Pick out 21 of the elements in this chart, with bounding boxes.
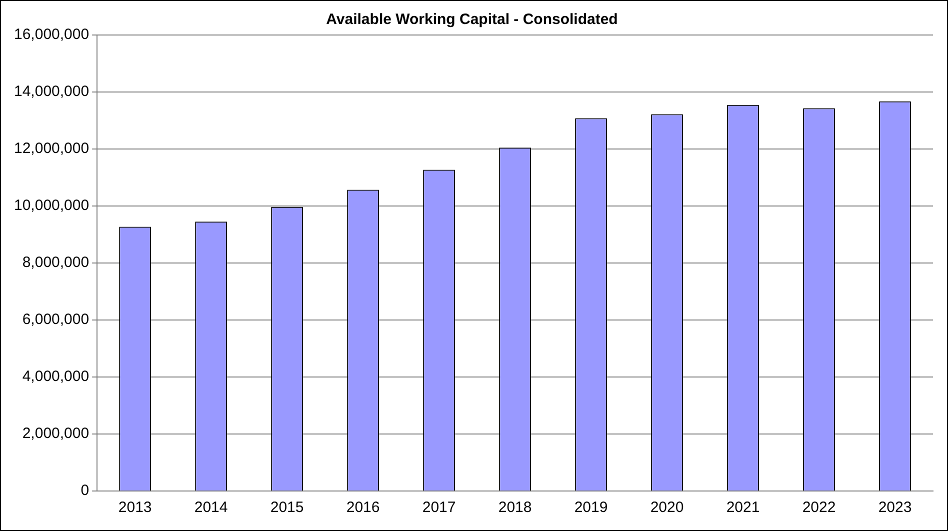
x-tick-label: 2015 (270, 499, 304, 516)
x-tick-label: 2021 (726, 499, 760, 516)
y-tick-label: 4,000,000 (22, 368, 90, 386)
y-tick-label: 14,000,000 (14, 83, 90, 100)
x-tick-label: 2023 (878, 499, 912, 516)
x-tick-label: 2018 (498, 499, 532, 516)
x-tick-label: 2014 (194, 499, 228, 516)
x-tick-label: 2019 (574, 499, 608, 516)
y-tick-label: 10,000,000 (14, 197, 90, 214)
y-tick-label: 16,000,000 (14, 26, 90, 44)
chart-title: Available Working Capital - Consolidated (326, 11, 618, 28)
y-tick-label: 12,000,000 (14, 140, 90, 158)
y-tick-label: 6,000,000 (22, 311, 90, 328)
x-tick-label: 2020 (650, 499, 684, 516)
x-tick-label: 2016 (346, 499, 380, 516)
x-tick-label: 2017 (422, 499, 456, 516)
y-tick-label: 2,000,000 (22, 425, 90, 442)
y-tick-label: 0 (80, 482, 90, 500)
x-tick-label: 2022 (802, 499, 836, 516)
x-tick-label: 2013 (118, 499, 152, 516)
y-tick-label: 8,000,000 (22, 254, 90, 272)
